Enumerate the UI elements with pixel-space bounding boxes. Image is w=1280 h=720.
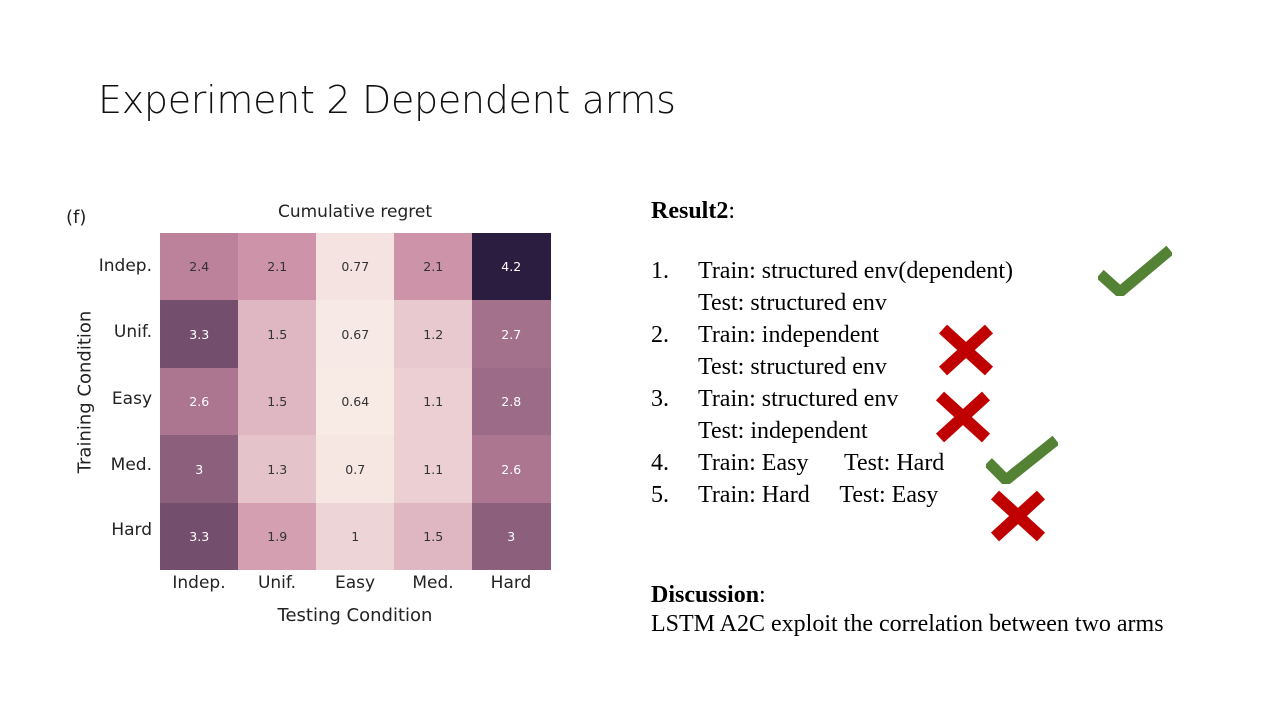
heatmap-cell: 1.1 — [394, 367, 473, 436]
heatmap-cell: 2.1 — [238, 233, 317, 301]
heatmap-cell: 1.9 — [238, 502, 317, 571]
col-label: Unif. — [257, 573, 297, 593]
heatmap-grid: 2.4 2.1 0.77 2.1 4.2 3.3 1.5 0.67 1.2 2.7 2.6 1.5 0.… — [160, 233, 551, 571]
heatmap-cell: 0.77 — [316, 233, 395, 301]
item-line-2: Test: structured env — [698, 290, 887, 316]
heatmap-cell: 2.6 — [472, 435, 551, 504]
x-axis-label: Testing Condition — [277, 605, 433, 626]
heatmap-cell: 2.1 — [394, 233, 473, 301]
item-line-1: Train: Easy Test: Hard — [698, 450, 945, 476]
slide-title: Experiment 2 Dependent arms — [98, 78, 676, 122]
cross-icon — [938, 324, 994, 376]
item-number: 3. — [651, 386, 669, 412]
item-line-2: Test: structured env — [698, 354, 887, 380]
heatmap-cell: 1 — [316, 502, 395, 571]
result-heading: Result2: — [651, 198, 735, 225]
item-line-1: Train: structured env(dependent) — [698, 258, 1014, 284]
item-line-1: Train: Hard Test: Easy — [698, 482, 939, 508]
cross-icon — [990, 490, 1046, 542]
result-heading-text: Result2 — [651, 198, 729, 224]
item-number: 1. — [651, 258, 669, 284]
heatmap-cell: 3.3 — [160, 300, 239, 369]
heatmap-cell: 1.2 — [394, 300, 473, 369]
col-label: Hard — [490, 573, 532, 593]
col-label: Med. — [412, 573, 454, 593]
heatmap-cell: 1.3 — [238, 435, 317, 504]
row-label: Easy — [111, 389, 152, 409]
heatmap-cell: 0.67 — [316, 300, 395, 369]
heatmap-cell: 1.1 — [394, 435, 473, 504]
heatmap-cell: 2.4 — [160, 233, 239, 301]
heatmap-cell: 2.6 — [160, 367, 239, 436]
panel-label: (f) — [66, 207, 87, 228]
col-label: Easy — [334, 573, 376, 593]
y-axis-label: Training Condition — [74, 310, 96, 474]
heatmap-cell: 3 — [160, 435, 239, 504]
heatmap-cell: 1.5 — [238, 300, 317, 369]
col-label: Indep. — [172, 573, 226, 593]
heatmap-cell: 0.7 — [316, 435, 395, 504]
heatmap-title: Cumulative regret — [277, 202, 433, 222]
row-label: Unif. — [113, 322, 152, 342]
heatmap-cell: 1.5 — [394, 502, 473, 571]
item-line-1: Train: structured env — [698, 386, 899, 412]
item-line-2: Test: independent — [698, 418, 868, 444]
item-number: 5. — [651, 482, 669, 508]
cross-icon — [935, 391, 991, 443]
discussion-text: LSTM A2C exploit the correlation between… — [651, 611, 1164, 637]
heatmap-cell: 2.8 — [472, 367, 551, 436]
row-label: Med. — [110, 455, 152, 475]
item-line-1: Train: independent — [698, 322, 880, 348]
heatmap-cell: 3 — [472, 502, 551, 571]
discussion-heading-colon: : — [759, 582, 766, 608]
check-icon — [986, 435, 1058, 484]
heatmap-cell: 2.7 — [472, 300, 551, 369]
row-label: Indep. — [98, 256, 152, 276]
discussion-heading: Discussion: — [651, 582, 766, 609]
heatmap-cell: 3.3 — [160, 502, 239, 571]
row-label: Hard — [111, 520, 152, 540]
discussion-heading-text: Discussion — [651, 582, 760, 608]
item-number: 4. — [651, 450, 669, 476]
item-number: 2. — [651, 322, 669, 348]
result-heading-colon: : — [728, 198, 736, 224]
heatmap-cell: 0.64 — [316, 367, 395, 436]
heatmap-cell: 4.2 — [472, 233, 551, 301]
heatmap-cell: 1.5 — [238, 367, 317, 436]
check-icon — [1098, 245, 1172, 296]
